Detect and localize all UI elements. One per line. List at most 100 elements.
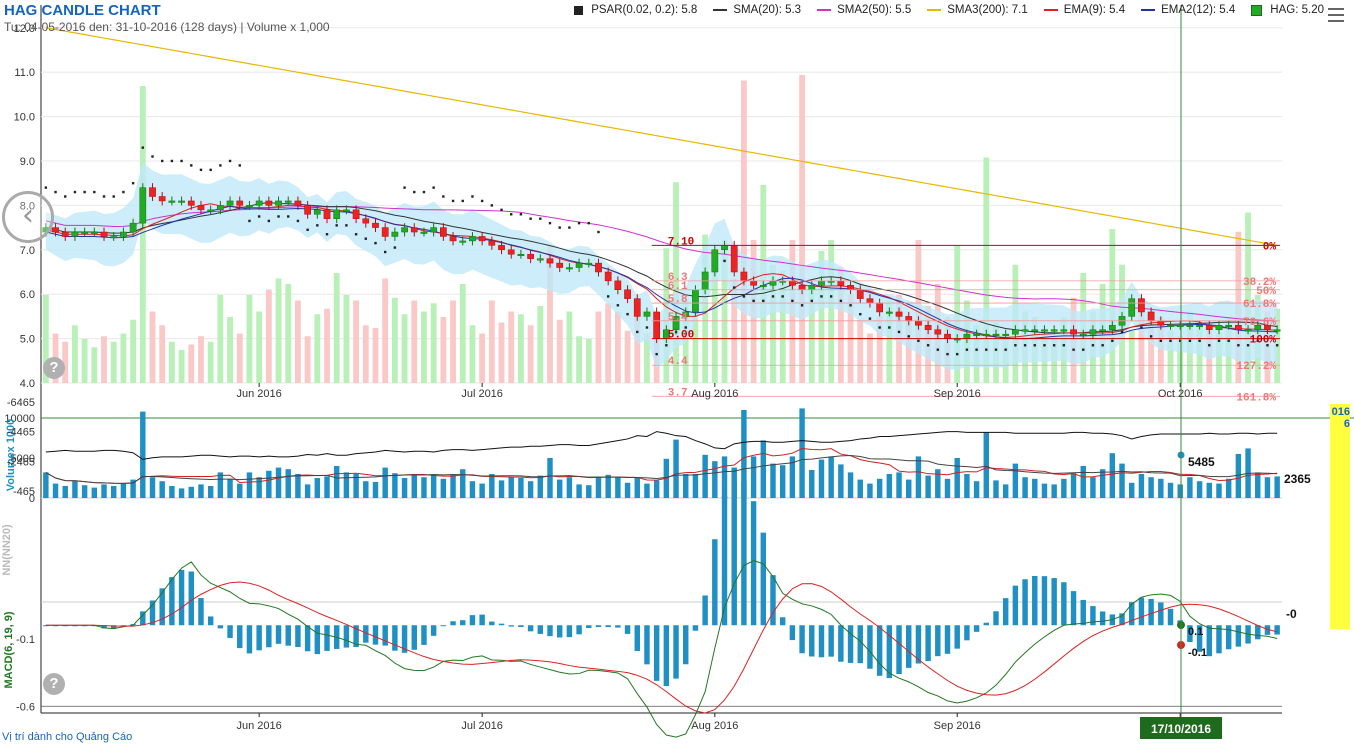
psar-dot — [383, 250, 387, 254]
volume-bar — [285, 469, 291, 498]
psar-dot — [752, 299, 755, 303]
volume-bar — [256, 477, 262, 498]
psar-dot — [897, 330, 901, 334]
macd-histogram-bar — [188, 571, 194, 626]
macd-histogram-bar — [1235, 625, 1242, 647]
psar-dot — [548, 221, 552, 225]
candle-body — [604, 271, 612, 282]
price-volume-bar — [508, 311, 515, 383]
psar-dot — [762, 299, 765, 303]
volume-bar — [1235, 454, 1242, 498]
candle-body — [885, 311, 893, 314]
volume-bar — [692, 474, 699, 498]
macd-histogram-bar — [838, 625, 844, 662]
psar-dot — [1169, 339, 1172, 343]
candle-body — [71, 231, 79, 237]
psar-dot — [1188, 339, 1192, 343]
volume-bar — [644, 483, 650, 498]
candle-body — [818, 280, 825, 286]
price-volume-bar — [198, 336, 204, 383]
ad-placeholder-link[interactable]: Vị trí dành cho Quảng Cáo — [2, 731, 133, 743]
volume-bar — [81, 485, 88, 498]
psar-dot — [1082, 348, 1085, 351]
volume-bar — [392, 473, 398, 498]
candle-body — [982, 333, 990, 336]
candle-body — [876, 302, 883, 313]
volume-bar — [760, 440, 767, 498]
psar-dot — [791, 299, 794, 303]
volume-ma-line — [45, 454, 1278, 484]
volume-bar — [217, 472, 224, 498]
macd-histogram-bar — [644, 625, 650, 665]
price-volume-bar — [770, 264, 776, 383]
price-volume-bar — [905, 319, 912, 383]
psar-dot — [413, 190, 416, 194]
psar-dot — [742, 295, 746, 298]
price-volume-bar — [304, 336, 311, 383]
candle-body — [1196, 325, 1203, 328]
candle-body — [944, 333, 951, 339]
psar-dot — [1014, 344, 1017, 347]
candle-body — [478, 236, 486, 242]
macd-histogram-bar — [1051, 578, 1057, 626]
volume-bar — [605, 474, 611, 498]
legend-item-sma50[interactable]: SMA2(50): 5.5 — [817, 4, 911, 16]
macd-histogram-bar — [566, 625, 573, 638]
fib-level-label: 78.6% — [1243, 317, 1276, 329]
candle-body — [653, 311, 661, 339]
candle-body — [178, 200, 185, 203]
psar-dot — [102, 195, 106, 198]
fib-price-label: 6.3 — [668, 272, 688, 284]
legend-item-ema9[interactable]: EMA(9): 5.4 — [1043, 4, 1125, 16]
chevron-left-icon[interactable]: ‹ — [2, 191, 54, 243]
psar-dot — [228, 159, 232, 163]
volume-bar — [1216, 483, 1222, 498]
psar-dot — [451, 199, 455, 203]
volume-bar — [1158, 478, 1164, 498]
macd-histogram-bar — [140, 611, 146, 626]
macd-histogram-bar — [1002, 598, 1009, 626]
volume-bar — [1032, 478, 1038, 498]
psar-dot — [296, 219, 300, 223]
legend-item-ema12[interactable]: EMA2(12): 5.4 — [1141, 4, 1235, 16]
candle-body — [633, 298, 641, 317]
volume-bar — [1225, 478, 1232, 498]
legend-item-hag[interactable]: HAG: 5.20 — [1251, 4, 1324, 16]
menu-icon[interactable] — [1328, 8, 1344, 22]
psar-dot — [83, 190, 86, 194]
psar-dot — [723, 259, 726, 263]
macd-histogram-bar — [256, 625, 262, 651]
volume-bar — [198, 484, 204, 498]
candle-body — [905, 316, 913, 322]
candle-body — [1070, 329, 1077, 335]
legend-swatch — [574, 5, 584, 15]
volume-bar — [828, 456, 834, 498]
price-volume-bar — [779, 270, 786, 383]
legend-item-psar[interactable]: PSAR(0.02, 0.2): 5.8 — [574, 4, 697, 16]
psar-dot — [956, 352, 959, 356]
macd-histogram-bar — [1022, 579, 1028, 626]
price-volume-bar — [265, 289, 272, 383]
price-volume-bar — [585, 339, 592, 383]
legend-item-sma20[interactable]: SMA(20): 5.3 — [713, 4, 801, 16]
volume-bar — [673, 439, 679, 498]
candle-body — [789, 280, 796, 286]
price-volume-bar — [1128, 330, 1135, 383]
legend-item-sma200[interactable]: SMA3(200): 7.1 — [927, 4, 1028, 16]
macd-histogram-bar — [867, 625, 873, 669]
price-volume-bar — [178, 350, 185, 383]
help-icon[interactable]: ? — [43, 357, 65, 379]
psar-dot — [810, 299, 813, 303]
psar-dot — [820, 295, 823, 298]
help-icon[interactable]: ? — [43, 673, 65, 695]
price-volume-bar — [256, 311, 263, 383]
y-tick-label: -4465 — [7, 427, 35, 439]
price-volume-bar — [488, 300, 495, 383]
macd-histogram-bar — [702, 595, 708, 626]
volume-bar — [227, 478, 233, 498]
psar-dot — [219, 164, 222, 167]
y-tick-label: 4.0 — [20, 378, 35, 390]
macd-histogram-bar — [343, 625, 350, 648]
legend-label: EMA2(12): 5.4 — [1161, 4, 1236, 16]
